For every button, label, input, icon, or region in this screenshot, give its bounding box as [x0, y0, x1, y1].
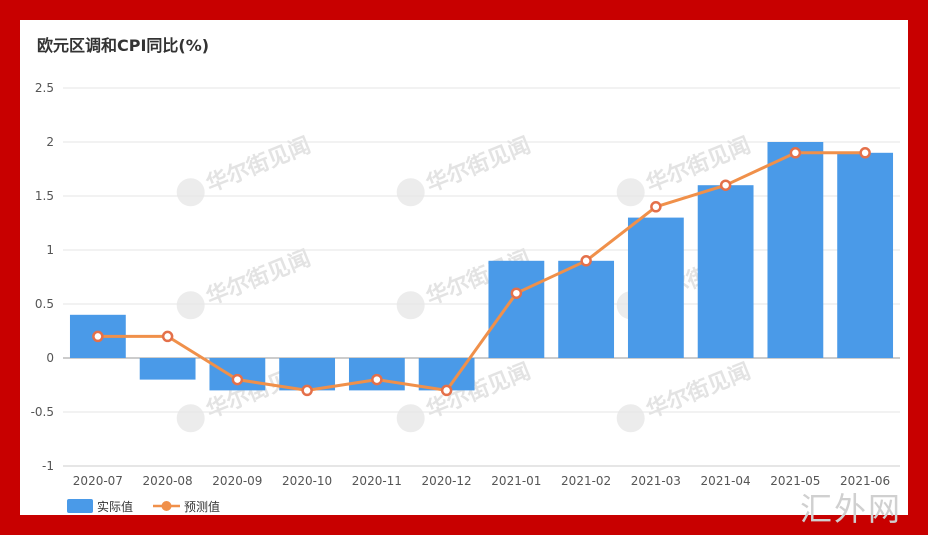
legend-swatch-actual [67, 499, 93, 513]
legend: 实际值 预测值 [67, 499, 220, 514]
forecast-point [650, 201, 662, 213]
forecast-point [231, 373, 244, 386]
watermark-text: 华尔街见闻 [643, 358, 755, 423]
watermark-logo-icon [396, 178, 425, 207]
legend-swatch-forecast-dot [161, 501, 172, 511]
watermark-logo-icon [396, 291, 425, 320]
y-tick-label: 0 [46, 351, 54, 365]
forecast-point [859, 147, 871, 159]
bar [558, 260, 615, 358]
forecast-point [161, 330, 174, 343]
bar [139, 358, 196, 380]
watermark-logo-icon [616, 178, 645, 207]
forecast-point [580, 255, 592, 267]
corner-watermark: 汇外网 [800, 490, 903, 528]
watermark-1: 华尔街见闻 [396, 132, 534, 207]
y-tick-label: 1.5 [35, 189, 54, 203]
bar [837, 152, 894, 358]
y-tick-label: -1 [42, 459, 54, 473]
x-tick-label: 2021-06 [840, 474, 890, 488]
y-tick-label: 0.5 [35, 297, 54, 311]
x-tick-label: 2020-09 [212, 474, 262, 488]
forecast-point [719, 179, 732, 191]
watermark-3: 华尔街见闻 [176, 245, 315, 320]
y-tick-label: -0.5 [31, 405, 54, 419]
bar [697, 185, 754, 358]
watermark-logo-icon [176, 404, 205, 433]
x-tick-label: 2020-11 [352, 474, 402, 488]
bar [627, 217, 684, 358]
legend-label-actual: 实际值 [97, 499, 133, 514]
x-tick-label: 2021-01 [491, 474, 541, 488]
y-tick-label: 2 [46, 135, 54, 149]
watermark-8: 华尔街见闻 [616, 358, 755, 433]
y-tick-label: 2.5 [35, 81, 54, 95]
x-tick-label: 2020-10 [282, 474, 332, 488]
x-tick-label: 2020-08 [143, 474, 193, 488]
forecast-point [92, 330, 104, 343]
bar [488, 260, 545, 358]
forecast-point [301, 384, 313, 397]
forecast-line [97, 151, 866, 392]
watermark-logo-icon [616, 404, 645, 433]
chart-title: 欧元区调和CPI同比(%) [37, 36, 210, 55]
watermark-logo-icon [176, 178, 205, 207]
forecast-point [789, 147, 802, 159]
chart-panel: 欧元区调和CPI同比(%) 华尔街见闻 华尔街见闻 华尔街见闻 华尔街见闻 华尔街见闻华… [20, 20, 908, 515]
watermark-logo-icon [176, 291, 205, 320]
x-tick-label: 2020-12 [422, 474, 472, 488]
x-tick-label: 2021-04 [701, 474, 751, 488]
y-tick-label: 1 [46, 243, 54, 257]
x-tick-label: 2021-05 [770, 474, 820, 488]
legend-label-forecast: 预测值 [184, 499, 220, 514]
forecast-point [371, 373, 383, 386]
watermark-text: 华尔街见闻 [203, 245, 315, 310]
watermark-0: 华尔街见闻 [176, 132, 314, 207]
x-tick-label: 2021-02 [561, 474, 611, 488]
bar [767, 142, 824, 358]
forecast-point [510, 287, 523, 299]
watermark-logo-icon [396, 404, 425, 433]
forecast-point [440, 384, 453, 397]
x-tick-label: 2020-07 [73, 474, 123, 488]
x-tick-label: 2021-03 [631, 474, 681, 488]
